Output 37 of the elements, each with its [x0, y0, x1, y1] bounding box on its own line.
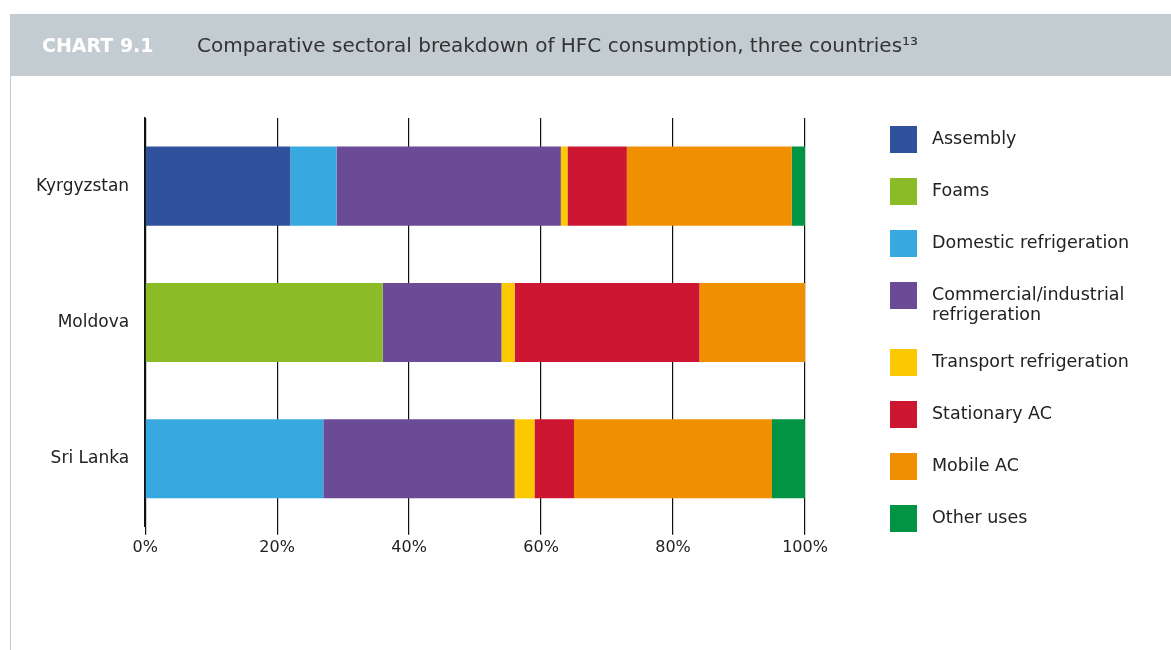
legend-label: Foams — [932, 179, 990, 200]
legend-label: Other uses — [932, 506, 1028, 527]
bar — [534, 419, 575, 499]
bar — [323, 419, 515, 499]
y-tick-label: Kyrgyzstan — [36, 174, 130, 195]
bar — [772, 419, 805, 499]
caption: CHART 9.1 — [42, 34, 155, 56]
y-tick-label: Moldova — [57, 310, 130, 331]
x-tick-label: 20% — [259, 536, 295, 556]
bar — [567, 146, 627, 226]
bar — [336, 146, 561, 226]
bar — [145, 146, 291, 226]
legend-label: Mobile AC — [932, 454, 1019, 475]
legend-label: Transport refrigeration — [932, 350, 1129, 371]
legend-label: Assembly — [932, 127, 1017, 148]
bar — [514, 419, 535, 499]
x-tick-label: 40% — [391, 536, 427, 556]
legend-label: Stationary AC — [932, 402, 1052, 423]
legend-label: Domestic refrigeration — [932, 231, 1130, 252]
bar — [514, 282, 700, 362]
x-tick-label: 100% — [782, 536, 828, 556]
y-tick-label: Sri Lanka — [50, 447, 130, 468]
bar — [560, 146, 568, 226]
bar — [626, 146, 792, 226]
bar — [382, 282, 502, 362]
bar — [501, 282, 515, 362]
bar — [290, 146, 337, 226]
bar — [574, 419, 773, 499]
chart-title: Comparative sectoral breakdown of HFC consumption, three countries¹³ — [197, 33, 919, 57]
x-tick-label: 80% — [655, 536, 691, 556]
x-tick-label: 0% — [132, 536, 158, 556]
legend-label: Commercial/industrial refrigeration — [932, 283, 1126, 324]
bar — [145, 282, 383, 362]
bar — [791, 146, 805, 226]
bar — [699, 282, 805, 362]
bar — [145, 419, 324, 499]
x-tick-label: 60% — [523, 536, 559, 556]
